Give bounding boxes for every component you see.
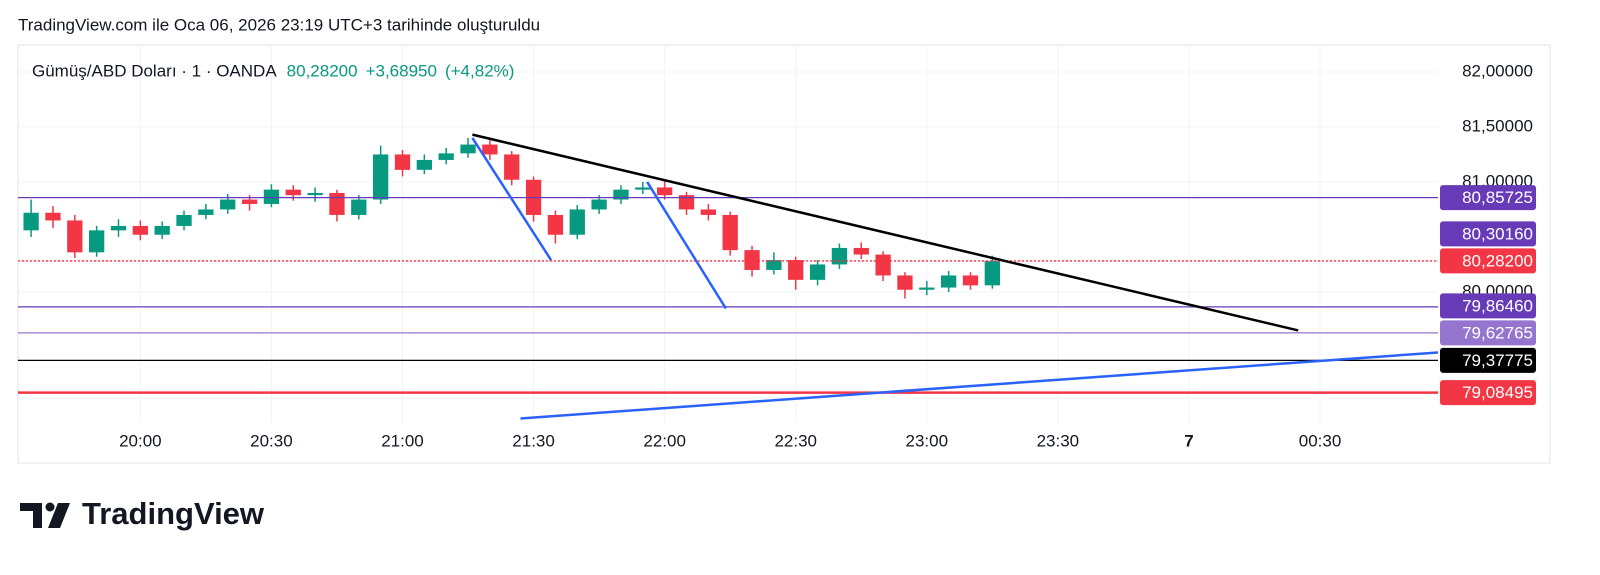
change-percent: (+4,82%) <box>445 61 514 80</box>
x-tick-label: 21:30 <box>512 431 555 450</box>
candle-body <box>613 189 629 200</box>
candle-body <box>110 225 127 231</box>
candle-body <box>678 195 695 210</box>
candle-body <box>89 230 105 253</box>
candle-body <box>875 254 891 276</box>
price-label: 79,62765 <box>1462 323 1533 342</box>
candle-body <box>700 209 716 215</box>
candle-body <box>329 192 345 215</box>
logo-icon <box>20 502 70 528</box>
candle-body <box>263 189 280 204</box>
price-label-box <box>1440 221 1536 247</box>
candle-body <box>438 153 454 160</box>
price-label: 79,37775 <box>1462 351 1533 370</box>
price-label-box <box>1440 293 1536 319</box>
x-tick-label: 20:30 <box>250 431 293 450</box>
price-label-box <box>1440 248 1536 274</box>
candle-body <box>962 275 979 286</box>
x-tick-label: 22:00 <box>643 431 686 450</box>
price-label-box <box>1440 320 1536 346</box>
plot <box>18 45 1439 423</box>
candle-body <box>788 260 804 280</box>
trend-line <box>646 181 727 310</box>
y-tick-label: 81,50000 <box>1462 116 1533 135</box>
candle-body <box>176 214 192 226</box>
candle-body <box>241 199 258 204</box>
candle-body <box>416 159 432 170</box>
candle-body <box>67 220 83 253</box>
x-tick-label: 23:00 <box>906 431 949 450</box>
x-tick-label: 21:00 <box>381 431 424 450</box>
candle-body <box>897 275 913 290</box>
trend-line <box>471 137 553 261</box>
trend-line <box>472 133 1299 332</box>
candle-body <box>591 199 607 210</box>
candle-body <box>547 214 564 235</box>
price-label: 80,30160 <box>1462 224 1533 243</box>
candle-body <box>657 187 673 196</box>
candle-body <box>766 260 782 270</box>
candle-body <box>831 247 848 265</box>
x-tick-label: 20:00 <box>119 431 162 450</box>
candle-body <box>198 209 214 215</box>
candle-body <box>307 192 323 196</box>
price-label-box <box>1440 380 1536 406</box>
candle-body <box>132 225 148 235</box>
candle-body <box>460 144 476 154</box>
y-tick-label: 82,00000 <box>1462 61 1533 80</box>
candle-body <box>23 212 39 231</box>
price-label-box <box>1440 185 1536 211</box>
x-tick-label: 00:30 <box>1299 431 1342 450</box>
candle-body <box>635 187 651 190</box>
candle-body <box>482 144 498 155</box>
logo-text: TradingView <box>82 496 265 531</box>
candle-body <box>373 154 389 200</box>
candle-body <box>394 154 411 170</box>
price-label: 79,86460 <box>1462 296 1533 315</box>
candle-body <box>941 275 957 288</box>
candle-body <box>853 247 869 255</box>
x-tick-label: 23:30 <box>1037 431 1080 450</box>
price-label: 80,85725 <box>1462 188 1533 207</box>
price-label: 79,08495 <box>1462 383 1533 402</box>
candle-body <box>285 189 301 196</box>
caption: TradingView.com ile Oca 06, 2026 23:19 U… <box>18 15 540 34</box>
candle-body <box>984 261 1000 286</box>
price-label-box <box>1440 347 1536 373</box>
candle-body <box>569 209 585 235</box>
candle-body <box>919 287 935 290</box>
candle-body <box>154 225 170 235</box>
trend-line <box>520 351 1439 420</box>
change: +3,68950 <box>366 61 437 80</box>
chart-frame <box>17 44 1551 464</box>
candle-body <box>809 264 826 280</box>
last-price: 80,28200 <box>287 61 358 80</box>
candle-body <box>351 199 367 215</box>
candle-body <box>45 212 61 221</box>
candle-body <box>220 199 236 210</box>
symbol: Gümüş/ABD Doları · 1 · OANDA <box>32 61 277 80</box>
x-tick-label: 7 <box>1184 431 1193 450</box>
candle-body <box>722 214 738 251</box>
candle-body <box>504 154 520 180</box>
x-tick-label: 22:30 <box>774 431 817 450</box>
price-label: 80,28200 <box>1462 251 1533 270</box>
candle-body <box>744 250 760 270</box>
